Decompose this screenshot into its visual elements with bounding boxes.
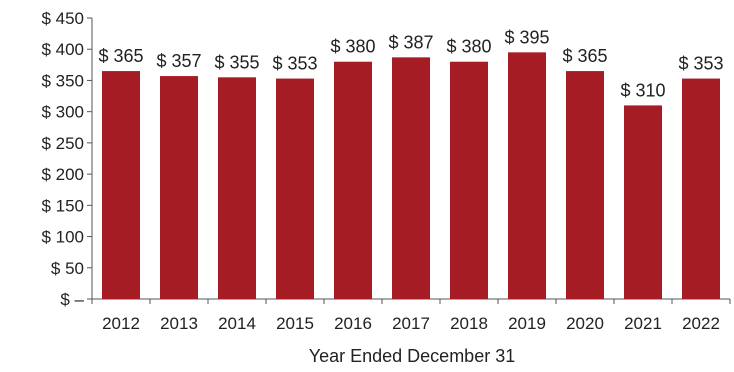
data-label: $ 380 <box>330 37 375 57</box>
data-label: $ 380 <box>446 37 491 57</box>
data-labels: $ 365 $ 357 $ 355 $ 353 $ 380 $ 387 $ 380 $ 395… <box>98 27 723 100</box>
y-axis: $ – $ 50 $ 100 $ 150 $ 200 $ 250 $ 300 $ 350 $ 4… <box>41 9 93 309</box>
data-label: $ 395 <box>504 27 549 47</box>
bar <box>450 61 488 299</box>
x-tick-label: 2018 <box>450 314 488 333</box>
data-label: $ 353 <box>272 54 317 74</box>
y-tick-label: $ 350 <box>41 71 84 90</box>
y-tick-label: $ 300 <box>41 103 84 122</box>
data-label: $ 365 <box>98 46 143 66</box>
data-label: $ 365 <box>562 46 607 66</box>
bar <box>218 77 256 299</box>
x-tick-label: 2019 <box>508 314 546 333</box>
data-label: $ 310 <box>620 80 665 100</box>
y-tick-label: $ 400 <box>41 40 84 59</box>
x-tick-label: 2020 <box>566 314 604 333</box>
x-tick-label: 2015 <box>276 314 314 333</box>
y-tick-label: $ 150 <box>41 196 84 215</box>
x-tick-label: 2014 <box>218 314 256 333</box>
data-label: $ 355 <box>214 52 259 72</box>
data-label: $ 387 <box>388 32 433 52</box>
data-label: $ 357 <box>156 51 201 71</box>
x-axis: 2012 2013 2014 2015 2016 2017 2018 2019 2020 2021… <box>91 298 731 333</box>
y-tick-label: $ 250 <box>41 134 84 153</box>
x-tick-label: 2016 <box>334 314 372 333</box>
bar <box>682 78 720 300</box>
x-tick-label: 2022 <box>682 314 720 333</box>
bar <box>392 57 430 300</box>
bars <box>102 52 720 300</box>
bar <box>160 76 198 299</box>
bar <box>334 61 372 299</box>
x-tick-label: 2021 <box>624 314 662 333</box>
y-tick-label: $ 450 <box>41 9 84 28</box>
bar <box>508 52 546 299</box>
y-tick-label: $ 200 <box>41 165 84 184</box>
y-tick-label: $ 50 <box>51 259 84 278</box>
bar <box>102 71 140 299</box>
data-label: $ 353 <box>678 54 723 74</box>
x-tick-label: 2013 <box>160 314 198 333</box>
bar <box>566 71 604 299</box>
bar <box>624 105 662 299</box>
bar <box>276 78 314 300</box>
y-tick-label: $ – <box>60 290 84 309</box>
x-tick-label: 2017 <box>392 314 430 333</box>
x-tick-label: 2012 <box>102 314 140 333</box>
x-axis-title: Year Ended December 31 <box>309 346 515 366</box>
y-tick-label: $ 100 <box>41 228 84 247</box>
